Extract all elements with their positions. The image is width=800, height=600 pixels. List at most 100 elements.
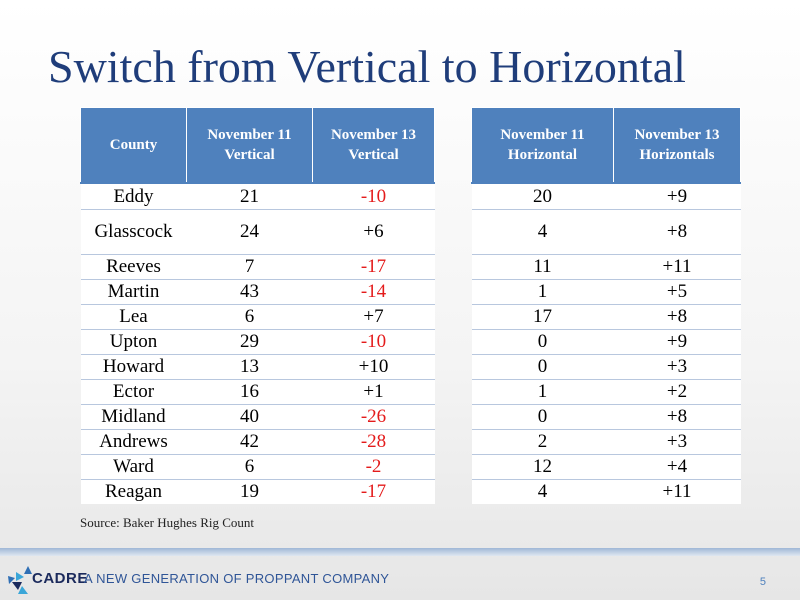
nov13-horizontal-cell: +3 bbox=[613, 429, 741, 455]
nov11-horizontal-cell: 0 bbox=[471, 404, 614, 430]
county-cell: Midland bbox=[80, 404, 187, 430]
county-cell: Howard bbox=[80, 354, 187, 380]
county-cell: Martin bbox=[80, 279, 187, 305]
nov11-vertical-cell: 21 bbox=[186, 182, 313, 210]
vertical-rig-table: County November 11 Vertical November 13 … bbox=[80, 107, 435, 504]
table-row: 4 +8 bbox=[471, 209, 741, 255]
county-header: County bbox=[80, 107, 187, 184]
nov13-vertical-cell: -28 bbox=[312, 429, 435, 455]
county-cell: Glasscock bbox=[80, 209, 187, 255]
table-row: 1 +2 bbox=[471, 379, 741, 405]
nov11-horizontal-cell: 11 bbox=[471, 254, 614, 280]
horizontal-rig-table: November 11 Horizontal November 13 Horiz… bbox=[471, 107, 741, 504]
table-row: Ector 16 +1 bbox=[80, 379, 435, 405]
table-row: 0 +3 bbox=[471, 354, 741, 380]
nov11-horizontal-cell: 0 bbox=[471, 354, 614, 380]
nov13-horizontal-cell: +8 bbox=[613, 304, 741, 330]
nov11-horizontal-cell: 17 bbox=[471, 304, 614, 330]
nov13-horizontal-cell: +2 bbox=[613, 379, 741, 405]
nov13-horizontal-cell: +5 bbox=[613, 279, 741, 305]
nov13-vertical-cell: +6 bbox=[312, 209, 435, 255]
nov11-vertical-cell: 16 bbox=[186, 379, 313, 405]
nov13-vertical-cell: -10 bbox=[312, 182, 435, 210]
table-row: Midland 40 -26 bbox=[80, 404, 435, 430]
table-row: Glasscock 24 +6 bbox=[80, 209, 435, 255]
nov13-vertical-cell: +7 bbox=[312, 304, 435, 330]
nov13-horizontal-header: November 13 Horizontals bbox=[613, 107, 741, 184]
nov11-horizontal-cell: 12 bbox=[471, 454, 614, 480]
table-row: 12 +4 bbox=[471, 454, 741, 480]
table-row: Upton 29 -10 bbox=[80, 329, 435, 355]
nov13-vertical-cell: -2 bbox=[312, 454, 435, 480]
table-row: 11 +11 bbox=[471, 254, 741, 280]
table-row: 4 +11 bbox=[471, 479, 741, 504]
nov13-horizontal-cell: +9 bbox=[613, 182, 741, 210]
nov11-horizontal-cell: 1 bbox=[471, 379, 614, 405]
logo-text: CADRE bbox=[32, 570, 88, 587]
vertical-table-body: Eddy 21 -10 Glasscock 24 +6 Reeves 7 -17 Martin 43… bbox=[80, 182, 435, 504]
slide-title: Switch from Vertical to Horizontal bbox=[48, 41, 686, 92]
nov11-vertical-cell: 43 bbox=[186, 279, 313, 305]
nov13-vertical-cell: +10 bbox=[312, 354, 435, 380]
county-cell: Reeves bbox=[80, 254, 187, 280]
table-row: Howard 13 +10 bbox=[80, 354, 435, 380]
nov11-horizontal-header: November 11 Horizontal bbox=[471, 107, 614, 184]
county-cell: Andrews bbox=[80, 429, 187, 455]
nov11-vertical-cell: 13 bbox=[186, 354, 313, 380]
source-note: Source: Baker Hughes Rig Count bbox=[80, 515, 255, 530]
table-row: Eddy 21 -10 bbox=[80, 182, 435, 210]
table-row: Reeves 7 -17 bbox=[80, 254, 435, 280]
county-cell: Lea bbox=[80, 304, 187, 330]
table-row: 2 +3 bbox=[471, 429, 741, 455]
table-row: Martin 43 -14 bbox=[80, 279, 435, 305]
nov13-horizontal-cell: +11 bbox=[613, 479, 741, 504]
company-tagline: A NEW GENERATION OF PROPPANT COMPANY bbox=[84, 571, 390, 586]
nov11-vertical-cell: 19 bbox=[186, 479, 313, 504]
county-cell: Reagan bbox=[80, 479, 187, 504]
footer-divider bbox=[0, 548, 800, 556]
table-row: Lea 6 +7 bbox=[80, 304, 435, 330]
county-cell: Ector bbox=[80, 379, 187, 405]
table-row: Andrews 42 -28 bbox=[80, 429, 435, 455]
nov13-horizontal-cell: +8 bbox=[613, 209, 741, 255]
nov11-vertical-cell: 29 bbox=[186, 329, 313, 355]
nov11-horizontal-cell: 4 bbox=[471, 479, 614, 504]
nov13-vertical-header: November 13 Vertical bbox=[312, 107, 435, 184]
nov13-vertical-cell: -26 bbox=[312, 404, 435, 430]
county-cell: Upton bbox=[80, 329, 187, 355]
nov13-vertical-cell: -17 bbox=[312, 479, 435, 504]
cadre-logo-icon bbox=[8, 566, 32, 594]
nov13-horizontal-cell: +11 bbox=[613, 254, 741, 280]
nov11-vertical-cell: 6 bbox=[186, 304, 313, 330]
county-cell: Eddy bbox=[80, 182, 187, 210]
nov11-vertical-header: November 11 Vertical bbox=[186, 107, 313, 184]
nov11-horizontal-cell: 2 bbox=[471, 429, 614, 455]
nov11-horizontal-cell: 0 bbox=[471, 329, 614, 355]
table-row: 20 +9 bbox=[471, 182, 741, 210]
nov13-horizontal-cell: +8 bbox=[613, 404, 741, 430]
nov13-horizontal-cell: +4 bbox=[613, 454, 741, 480]
nov13-vertical-cell: -14 bbox=[312, 279, 435, 305]
nov11-horizontal-cell: 20 bbox=[471, 182, 614, 210]
table-row: Reagan 19 -17 bbox=[80, 479, 435, 504]
nov13-vertical-cell: -10 bbox=[312, 329, 435, 355]
nov13-vertical-cell: +1 bbox=[312, 379, 435, 405]
county-cell: Ward bbox=[80, 454, 187, 480]
nov11-horizontal-cell: 1 bbox=[471, 279, 614, 305]
nov13-vertical-cell: -17 bbox=[312, 254, 435, 280]
nov11-vertical-cell: 24 bbox=[186, 209, 313, 255]
horizontal-table-body: 20 +9 4 +8 11 +11 1 +5 17 +8 0 +9 0 +3 1 +2 0 +8 2 +3 12 +4 4 +… bbox=[471, 182, 741, 504]
nov11-vertical-cell: 7 bbox=[186, 254, 313, 280]
nov11-horizontal-cell: 4 bbox=[471, 209, 614, 255]
table-row: Ward 6 -2 bbox=[80, 454, 435, 480]
table-row: 1 +5 bbox=[471, 279, 741, 305]
page-number: 5 bbox=[759, 576, 766, 588]
table-row: 0 +8 bbox=[471, 404, 741, 430]
nov11-vertical-cell: 40 bbox=[186, 404, 313, 430]
nov13-horizontal-cell: +9 bbox=[613, 329, 741, 355]
nov11-vertical-cell: 6 bbox=[186, 454, 313, 480]
table-row: 17 +8 bbox=[471, 304, 741, 330]
table-row: 0 +9 bbox=[471, 329, 741, 355]
nov11-vertical-cell: 42 bbox=[186, 429, 313, 455]
nov13-horizontal-cell: +3 bbox=[613, 354, 741, 380]
